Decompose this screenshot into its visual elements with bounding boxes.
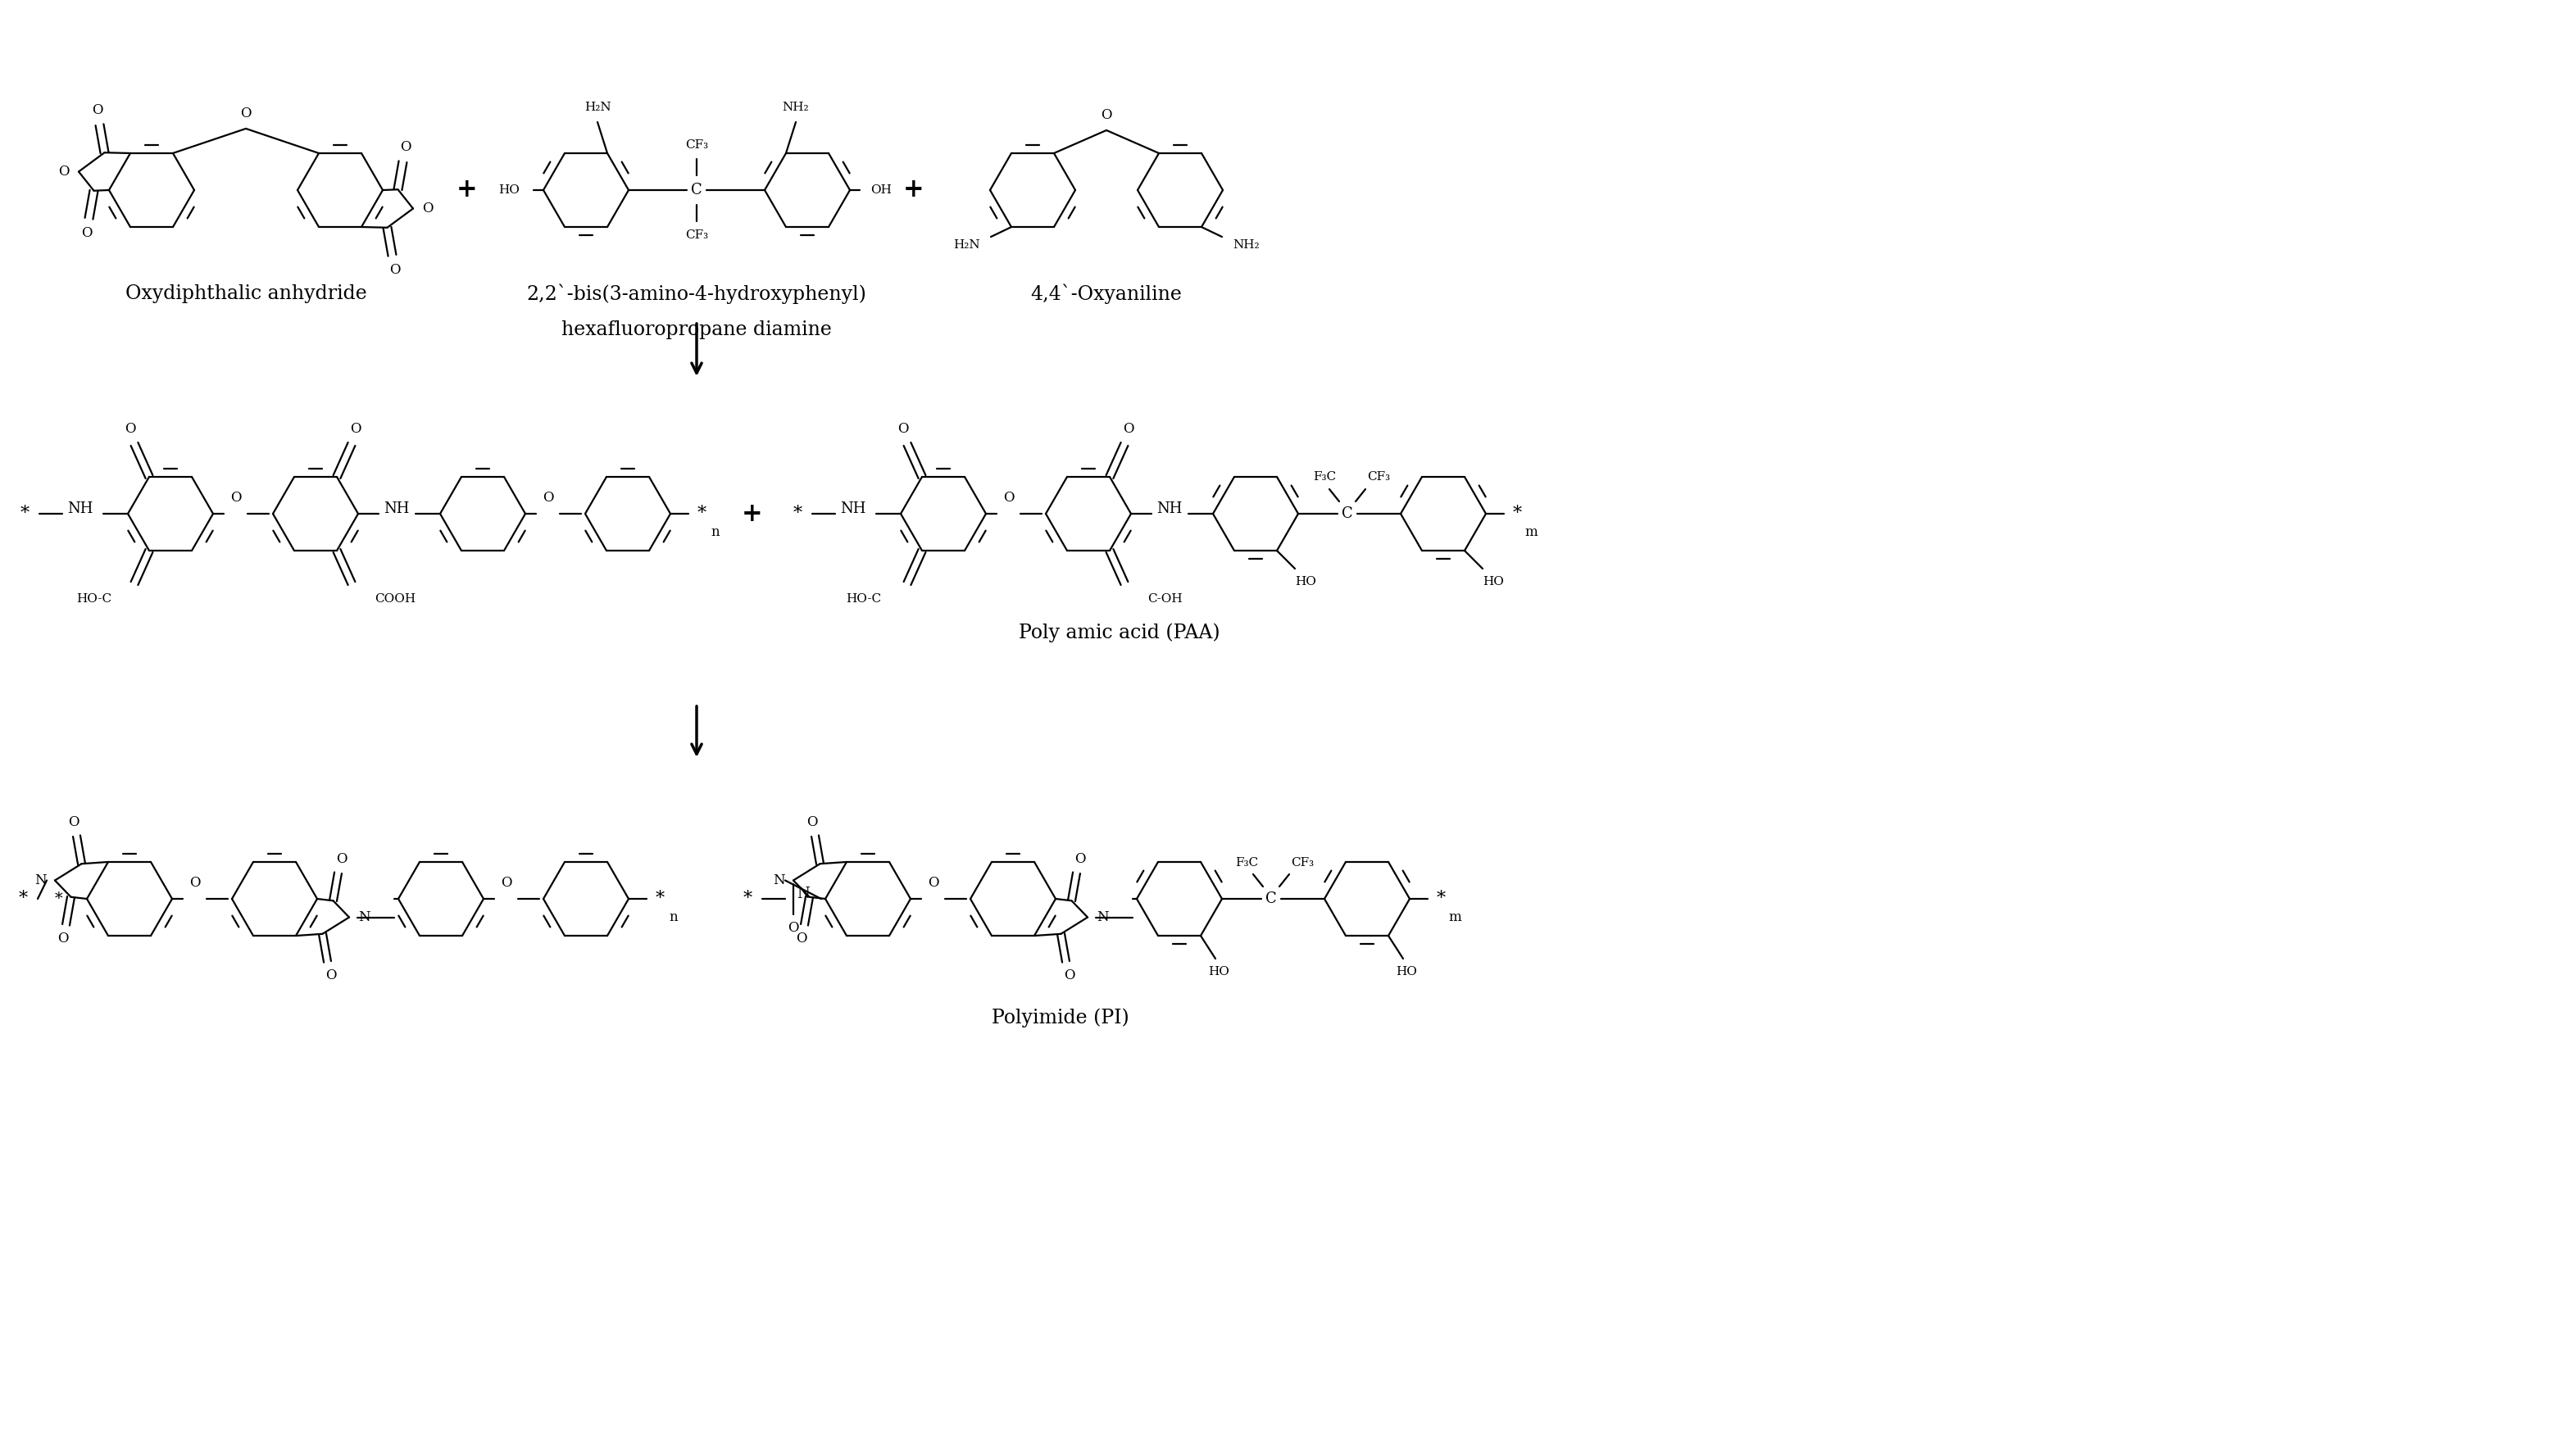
Text: N: N (774, 874, 784, 887)
Text: NH₂: NH₂ (781, 102, 810, 114)
Text: O: O (797, 932, 807, 946)
Text: hexafluoropropane diamine: hexafluoropropane diamine (561, 320, 833, 339)
Text: O: O (1063, 968, 1073, 983)
Text: HO: HO (1209, 965, 1230, 977)
Text: HO: HO (1396, 965, 1417, 977)
Text: O: O (807, 815, 817, 828)
Text: HO: HO (1483, 577, 1504, 588)
Text: *: * (743, 890, 753, 909)
Text: CF₃: CF₃ (1368, 472, 1391, 482)
Text: n: n (712, 524, 720, 539)
Text: O: O (1073, 852, 1086, 866)
Text: *: * (1512, 505, 1522, 523)
Text: m: m (1448, 910, 1460, 923)
Text: *: * (1437, 890, 1445, 909)
Text: Oxydiphthalic anhydride: Oxydiphthalic anhydride (126, 285, 366, 303)
Text: m: m (1524, 524, 1537, 539)
Text: O: O (400, 140, 410, 154)
Text: O: O (423, 201, 433, 215)
Text: 4,4`-Oxyaniline: 4,4`-Oxyaniline (1030, 284, 1181, 304)
Text: N: N (359, 910, 369, 925)
Text: O: O (67, 815, 79, 828)
Text: CF₃: CF₃ (684, 230, 707, 240)
Text: C: C (1342, 507, 1353, 521)
Text: HO-C: HO-C (77, 593, 113, 604)
Text: NH: NH (840, 501, 866, 517)
Text: CF₃: CF₃ (684, 140, 707, 151)
Text: N: N (1097, 910, 1109, 925)
Text: *: * (18, 890, 28, 909)
Text: C-OH: C-OH (1148, 593, 1181, 604)
Text: *: * (656, 890, 664, 909)
Text: O: O (59, 165, 69, 179)
Text: N: N (797, 887, 810, 901)
Text: NH: NH (67, 501, 92, 517)
Text: 2,2`-bis(3-amino-4-hydroxyphenyl): 2,2`-bis(3-amino-4-hydroxyphenyl) (528, 284, 866, 304)
Text: *: * (792, 505, 802, 523)
Text: F₃C: F₃C (1235, 858, 1258, 869)
Text: HO: HO (500, 185, 520, 195)
Text: O: O (1102, 109, 1112, 122)
Text: O: O (336, 852, 346, 866)
Text: C: C (692, 182, 702, 198)
Text: H₂N: H₂N (953, 239, 979, 250)
Text: O: O (1004, 491, 1015, 505)
Text: *: * (54, 891, 64, 906)
Text: C: C (1266, 891, 1276, 906)
Text: +: + (743, 501, 763, 527)
Text: O: O (126, 422, 136, 437)
Text: NH: NH (1155, 501, 1184, 517)
Text: O: O (897, 422, 910, 437)
Text: O: O (82, 226, 92, 240)
Text: O: O (325, 968, 336, 983)
Text: O: O (502, 877, 512, 890)
Text: O: O (231, 491, 241, 505)
Text: NH₂: NH₂ (1232, 239, 1261, 250)
Text: O: O (1122, 422, 1135, 437)
Text: Polyimide (PI): Polyimide (PI) (991, 1008, 1130, 1028)
Text: O: O (92, 103, 102, 116)
Text: O: O (927, 877, 940, 890)
Text: n: n (669, 910, 679, 923)
Text: O: O (543, 491, 553, 505)
Text: *: * (697, 505, 707, 523)
Text: HO: HO (1294, 577, 1317, 588)
Text: N: N (33, 874, 46, 887)
Text: O: O (56, 932, 69, 946)
Text: COOH: COOH (374, 593, 415, 604)
Text: Poly amic acid (PAA): Poly amic acid (PAA) (1020, 623, 1220, 642)
Text: O: O (241, 106, 251, 121)
Text: *: * (20, 505, 28, 523)
Text: F₃C: F₃C (1312, 472, 1335, 482)
Text: O: O (190, 877, 200, 890)
Text: CF₃: CF₃ (1291, 858, 1314, 869)
Text: NH: NH (384, 501, 410, 517)
Text: +: + (904, 178, 925, 202)
Text: H₂N: H₂N (584, 102, 610, 114)
Text: O: O (789, 922, 799, 935)
Text: OH: OH (871, 185, 892, 195)
Text: O: O (389, 264, 400, 277)
Text: HO-C: HO-C (845, 593, 881, 604)
Text: +: + (456, 178, 477, 202)
Text: O: O (351, 422, 361, 437)
